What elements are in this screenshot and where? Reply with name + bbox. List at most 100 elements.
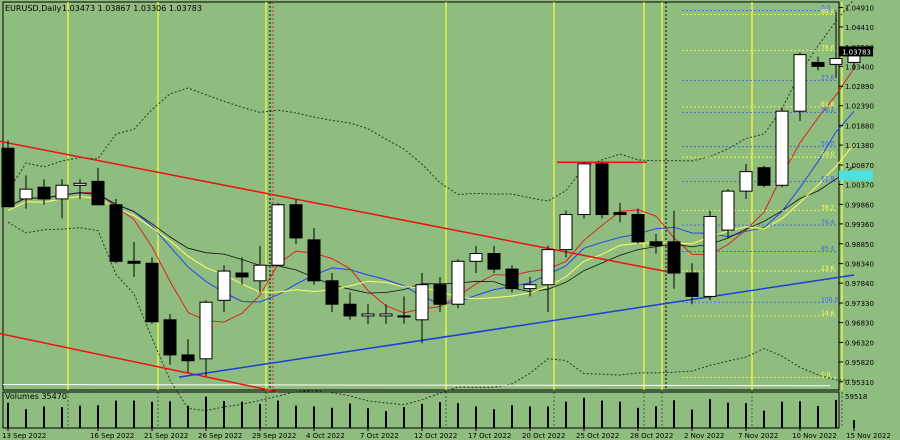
volume-scale-label: 59518 [845,393,867,401]
bear-candle [433,284,447,305]
bull-candle [379,313,393,317]
y-tick-label: 0.98850 [845,241,874,249]
bull-candle [199,301,213,360]
bull-candle [415,284,429,321]
bear-candle [163,319,177,356]
y-tick-label: 0.95820 [845,359,874,367]
x-tick-label: 21 Sep 2022 [144,432,188,440]
x-tick-label: 4 Oct 2022 [306,432,345,440]
fib-level-label: 76.4 [821,219,835,226]
fib-level-label: 0.0 [821,372,831,379]
fib-level-label: 61.8 [821,101,835,108]
bull-candle [55,184,69,200]
y-tick-label: 1.02890 [845,83,874,91]
bull-candle [703,215,717,297]
separator-lines [67,2,843,428]
bollinger-bands [7,0,855,412]
y-tick-label: 0.99360 [845,221,874,229]
volume-panel: 59518 [7,393,867,428]
x-tick-label: 2 Nov 2022 [684,432,724,440]
bear-candle [811,61,825,67]
bull-candle [523,284,537,290]
x-tick-label: 7 Nov 2022 [738,432,778,440]
x-tick-label: 26 Sep 2022 [198,432,242,440]
bollinger-upper [7,0,855,202]
x-tick-label: 7 Oct 2022 [360,432,399,440]
blue-trendline [178,274,855,378]
x-tick-label: 15 Nov 2022 [846,432,891,440]
red-trendline [0,140,675,274]
fib-level-label: 0.0 [821,5,831,12]
fibonacci-levels: 0.0 23.6 38.2 50.0 61.8 76.4 85.4 100.0 88.6 78.6… [2,5,838,387]
x-tick-label: 20 Oct 2022 [522,432,565,440]
bear-candle [181,354,195,362]
bear-candle [613,212,627,216]
time-axis: 13 Sep 2022 16 Sep 2022 21 Sep 2022 26 Sep … [2,428,891,440]
fib-level-label: 85.4 [821,246,835,253]
bear-candle [631,214,645,243]
candles [1,11,861,377]
bear-candle [649,241,663,247]
y-tick-label: 1.01380 [845,142,874,150]
fib-level-label: 88.6 [821,8,835,15]
bull-candle [469,253,483,262]
fib-level-label: 38.2 [821,205,835,212]
bear-candle [109,204,123,262]
bull-candle [253,264,267,282]
bear-candle [757,167,771,186]
fib-level-label: 61.8 [821,175,835,182]
bull-candle [829,58,843,65]
x-tick-label: 17 Oct 2022 [468,432,511,440]
x-tick-label: 12 Oct 2022 [414,432,457,440]
price-marker-box [839,170,873,181]
white-level-line [2,384,831,387]
fib-level-label: 78.6 [821,44,835,51]
bear-candle [127,260,141,264]
x-tick-label: 16 Sep 2022 [90,432,134,440]
y-tick-label: 0.96830 [845,320,874,328]
y-tick-label: 0.97840 [845,280,874,288]
bear-candle [91,180,105,206]
current-price-box [839,46,873,57]
bear-candle [37,186,51,200]
y-tick-label: 0.96320 [845,339,874,347]
bull-candle [559,214,573,251]
y-tick-label: 0.98340 [845,261,874,269]
y-tick-label: 1.03400 [845,63,874,71]
y-tick-label: 1.04410 [845,24,874,32]
current-price-label: 1.03783 [842,48,871,56]
fib-level-label: 50.0 [821,151,835,158]
bear-candle [685,272,699,297]
trendlines [0,140,855,393]
bear-candle [505,268,519,290]
fib-level-label: 14.6 [821,310,835,317]
fib-level-label: 23.6 [821,74,835,81]
bull-candle [775,110,789,186]
bull-candle [451,260,465,305]
x-tick-label: 25 Oct 2022 [576,432,619,440]
bear-candle [487,253,501,270]
bear-candle [235,272,249,278]
fib-level-label: 38.2 [821,106,835,113]
y-tick-label: 1.04910 [845,4,874,12]
bull-candle [541,249,555,286]
bull-candle [217,270,231,301]
y-tick-label: 0.95310 [845,379,874,387]
fib-level-label: 100.0 [821,296,838,303]
bear-candle [343,303,357,317]
bull-candle [739,171,753,192]
volume-label: Volumes 35470 [5,392,67,401]
x-tick-label: 28 Oct 2022 [630,432,673,440]
bear-candle [145,262,159,323]
bull-candle [577,163,591,216]
y-tick-label: 1.01880 [845,123,874,131]
price-axis: 1.049101.044101.039001.034001.028901.023… [839,4,874,387]
bear-candle [1,147,15,208]
bull-candle [361,313,375,317]
fib-level-label: 23.6 [821,265,835,272]
bear-candle [667,241,681,274]
bear-candle [595,163,609,216]
chart-ohlc: 1.03473 1.03867 1.03306 1.03783 [62,4,202,13]
